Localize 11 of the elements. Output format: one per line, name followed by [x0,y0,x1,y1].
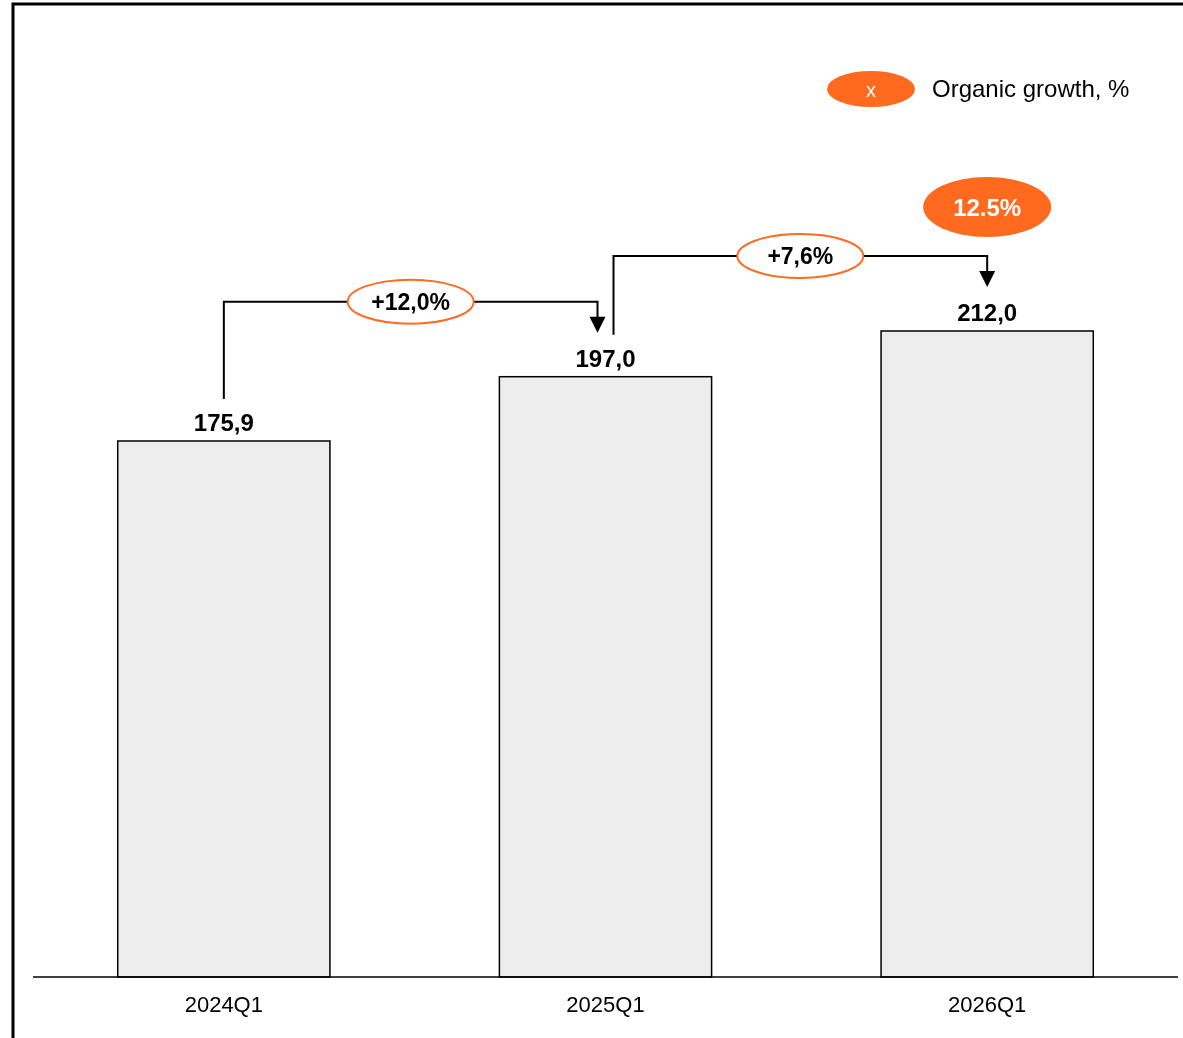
data-label: 212,0 [957,299,1018,326]
text: +7,6% [767,243,834,269]
text: +12,0% [371,288,450,315]
data-label: 175,9 [193,409,254,436]
text: 12.5% [953,194,1022,221]
x-tick-label: 2025Q1 [566,992,645,1017]
x-tick-label: 2024Q1 [184,992,263,1017]
x-tick-label: 2026Q1 [948,992,1027,1017]
data-label: 197,0 [575,344,636,372]
text: Organic growth, % [932,75,1130,102]
text: x [866,79,876,101]
